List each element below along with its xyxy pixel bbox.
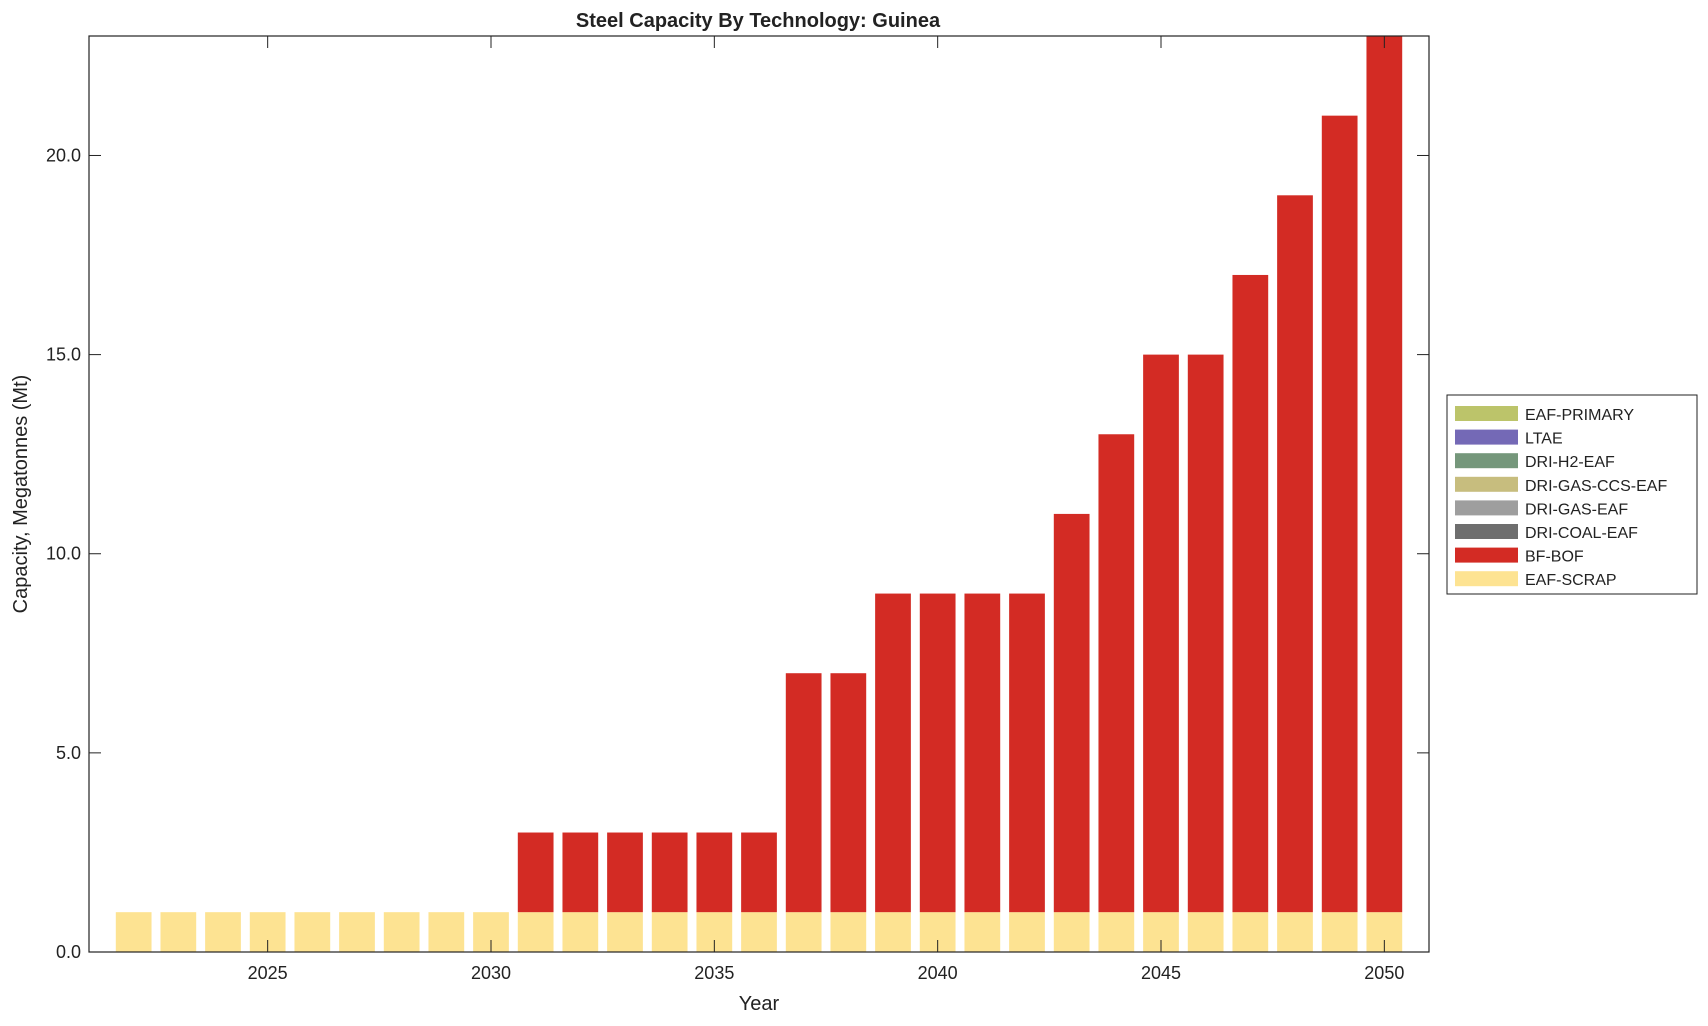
bar-eaf-scrap-2033 — [607, 912, 643, 952]
legend-label-eaf-scrap: EAF-SCRAP — [1525, 572, 1617, 589]
bar-eaf-scrap-2027 — [339, 912, 375, 952]
bar-eaf-scrap-2046 — [1187, 912, 1224, 952]
y-tick-label: 0.0 — [56, 942, 81, 962]
bar-bf-bof-2032 — [562, 832, 599, 913]
bars-group — [115, 36, 1403, 952]
bar-bf-bof-2035 — [696, 832, 733, 913]
bar-eaf-scrap-2041 — [964, 912, 1001, 952]
legend-label-dri-coal-eaf: DRI-COAL-EAF — [1525, 525, 1638, 542]
legend-swatch-dri-gas-ccs-eaf — [1455, 476, 1518, 492]
bar-eaf-scrap-2039 — [875, 912, 911, 952]
chart-title: Steel Capacity By Technology: Guinea — [576, 10, 941, 32]
x-axis-label: Year — [739, 993, 780, 1015]
bar-eaf-scrap-2026 — [294, 912, 331, 952]
bar-eaf-scrap-2042 — [1009, 912, 1045, 952]
bar-eaf-scrap-2022 — [115, 912, 152, 952]
y-tick-label: 20.0 — [46, 145, 81, 165]
bar-bf-bof-2033 — [607, 832, 643, 913]
bar-bf-bof-2039 — [875, 593, 911, 913]
bar-eaf-scrap-2034 — [651, 912, 688, 952]
legend-swatch-eaf-scrap — [1455, 571, 1518, 587]
bar-bf-bof-2045 — [1143, 354, 1179, 913]
bar-bf-bof-2042 — [1009, 593, 1045, 913]
x-tick-label: 2035 — [694, 963, 734, 983]
legend-label-bf-bof: BF-BOF — [1525, 549, 1584, 566]
bar-bf-bof-2036 — [741, 832, 777, 913]
bar-eaf-scrap-2047 — [1232, 912, 1269, 952]
x-tick-label: 2025 — [248, 963, 288, 983]
legend-label-dri-gas-eaf: DRI-GAS-EAF — [1525, 501, 1628, 518]
y-tick-label: 10.0 — [46, 544, 81, 564]
legend: EAF-PRIMARY LTAE DRI-H2-EAF DRI-GAS-CCS-EAF… — [1446, 394, 1698, 595]
legend-swatch-eaf-primary — [1455, 406, 1518, 421]
legend-label-eaf-primary: EAF-PRIMARY — [1525, 407, 1634, 424]
bar-bf-bof-2048 — [1277, 195, 1313, 913]
bar-bf-bof-2034 — [651, 832, 688, 913]
x-tick-label: 2050 — [1364, 963, 1404, 983]
bar-eaf-scrap-2048 — [1277, 912, 1313, 952]
y-tick-label: 5.0 — [56, 743, 81, 763]
legend-label-ltae: LTAE — [1525, 431, 1563, 448]
bar-eaf-scrap-2044 — [1098, 912, 1135, 952]
y-tick-label: 15.0 — [46, 345, 81, 365]
bar-eaf-scrap-2037 — [785, 912, 822, 952]
bar-bf-bof-2040 — [919, 593, 956, 913]
plot-area-frame — [88, 35, 1430, 953]
bar-eaf-scrap-2043 — [1053, 912, 1090, 952]
bar-bf-bof-2046 — [1187, 354, 1224, 913]
x-tick-label: 2040 — [918, 963, 958, 983]
bar-eaf-scrap-2029 — [428, 912, 465, 952]
bar-bf-bof-2031 — [517, 832, 554, 913]
bar-bf-bof-2041 — [964, 593, 1001, 913]
legend-swatch-dri-coal-eaf — [1455, 524, 1518, 539]
legend-label-dri-h2-eaf: DRI-H2-EAF — [1525, 454, 1615, 471]
bar-bf-bof-2037 — [785, 673, 822, 913]
x-tick-label: 2045 — [1141, 963, 1181, 983]
bar-eaf-scrap-2036 — [741, 912, 777, 952]
bar-eaf-scrap-2031 — [517, 912, 554, 952]
bar-eaf-scrap-2024 — [205, 912, 241, 952]
bar-eaf-scrap-2028 — [383, 912, 420, 952]
bar-bf-bof-2043 — [1053, 513, 1090, 913]
bar-eaf-scrap-2038 — [830, 912, 867, 952]
legend-swatch-ltae — [1455, 429, 1518, 445]
bar-bf-bof-2049 — [1321, 115, 1358, 913]
y-axis-label: Capacity, Megatonnes (Mt) — [10, 375, 32, 614]
legend-swatch-dri-gas-eaf — [1455, 500, 1518, 516]
axes-group: 2025 2030 2035 2040 2045 2050 0.0 5.0 10.0 15.0 20… — [46, 36, 1429, 983]
bar-eaf-scrap-2049 — [1321, 912, 1358, 952]
legend-swatch-bf-bof — [1455, 547, 1518, 563]
bar-eaf-scrap-2023 — [160, 912, 197, 952]
bar-bf-bof-2047 — [1232, 274, 1269, 913]
bar-eaf-scrap-2032 — [562, 912, 599, 952]
bar-bf-bof-2044 — [1098, 434, 1135, 913]
bar-bf-bof-2038 — [830, 673, 867, 913]
legend-label-dri-gas-ccs-eaf: DRI-GAS-CCS-EAF — [1525, 478, 1667, 495]
bar-bf-bof-2050 — [1366, 36, 1403, 913]
legend-swatch-dri-h2-eaf — [1455, 453, 1518, 469]
x-tick-label: 2030 — [471, 963, 511, 983]
